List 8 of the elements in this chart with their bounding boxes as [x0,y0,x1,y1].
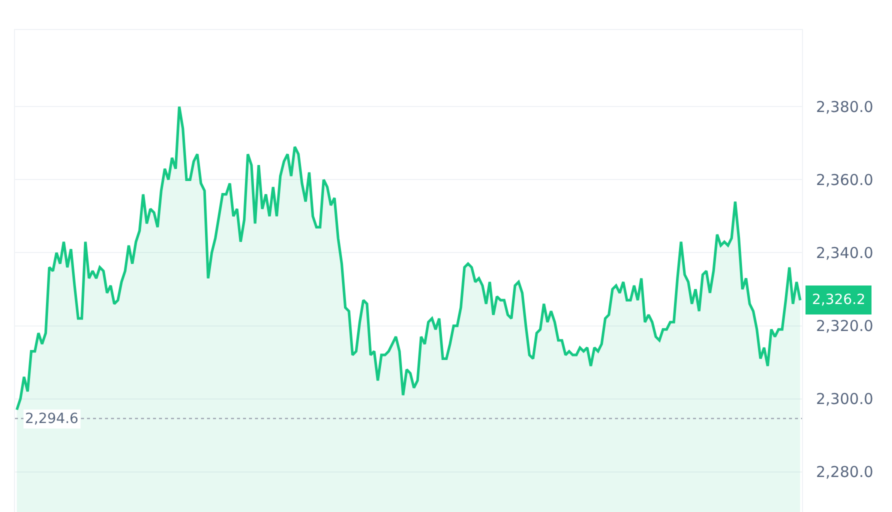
text: 2,326.2 [812,292,866,308]
y-tick-label: 2,320.0 [816,317,874,336]
ref-line-label: 2,294.6 [25,411,79,427]
y-tick-label: 2,280.0 [816,463,874,482]
y-tick-label: 2,340.0 [816,244,874,262]
y-tick-label: 2,360.0 [816,170,874,189]
y-tick-label: 2,300.0 [816,390,874,408]
y-tick-label: 2,380.0 [816,98,874,116]
